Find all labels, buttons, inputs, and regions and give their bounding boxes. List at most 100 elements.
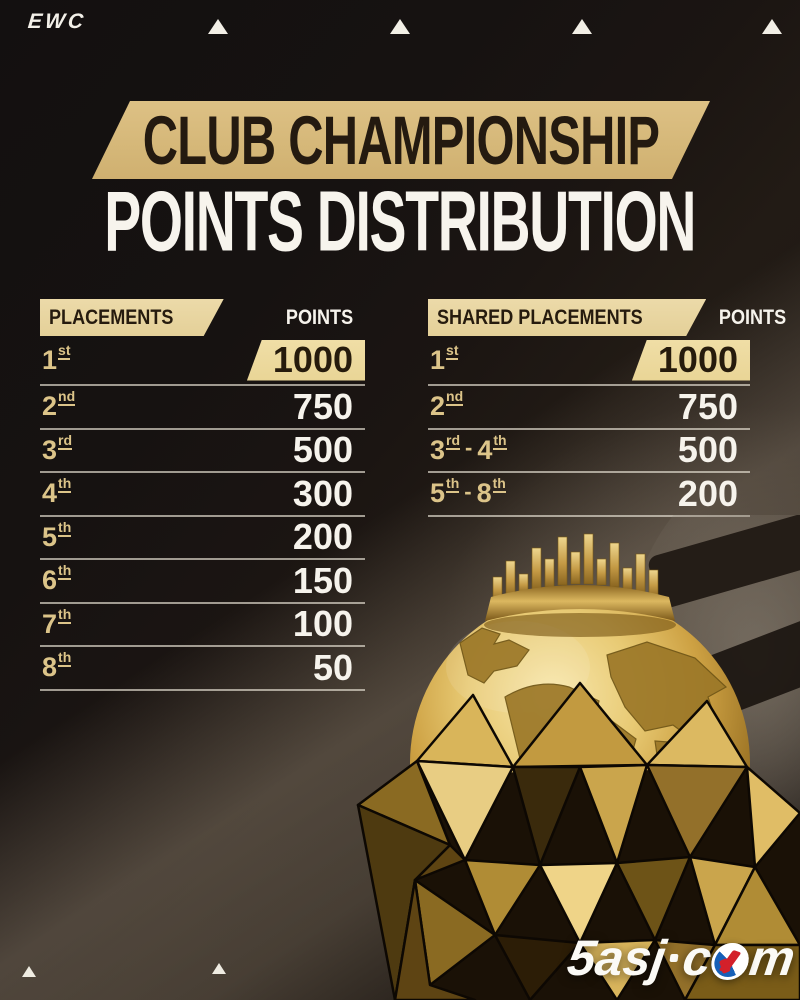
deco-triangle-icon (208, 19, 228, 34)
points-cell: 50 (312, 646, 365, 688)
range-dash: - (464, 478, 472, 504)
placement-ordinal: nd (446, 388, 464, 407)
placement-number: 4 (42, 478, 58, 509)
backdrop-beam (648, 515, 800, 608)
placements-header-label: PLACEMENTS (49, 305, 174, 329)
points-value: 1000 (657, 339, 738, 380)
points-value: 500 (292, 429, 353, 471)
deco-triangle-icon (22, 966, 36, 977)
placement-ordinal: st (58, 341, 71, 360)
placement-number: 8 (42, 652, 58, 683)
golden-globe-trophy-illustration (356, 515, 800, 1000)
placement-number: 3 (42, 434, 58, 465)
watermark: 5asj c m (564, 926, 800, 990)
points-cell: 1000 (631, 339, 750, 381)
placement-number: 2 (430, 391, 446, 422)
placement-ordinal: rd (58, 431, 73, 450)
points-cell: 200 (293, 519, 365, 555)
placement-ordinal: rd (446, 431, 461, 450)
placement-ordinal: th (58, 475, 72, 494)
points-value: 200 (677, 472, 738, 514)
points-value: 750 (677, 385, 738, 427)
watermark-text-left: 5asj (564, 930, 670, 986)
placement-number: 7 (42, 608, 58, 639)
range-dash: - (465, 435, 473, 461)
placement-ordinal: th (58, 562, 72, 581)
watermark-circle-logo-icon (709, 942, 752, 980)
placement-number: 1 (42, 344, 58, 375)
points-cell: 300 (292, 472, 365, 514)
points-cell: 750 (677, 385, 750, 427)
points-value: 150 (292, 559, 353, 601)
placement-ordinal: th (492, 475, 506, 494)
points-value: 50 (312, 646, 353, 688)
crown (484, 533, 676, 637)
placements-header-badge: PLACEMENTS (40, 299, 224, 336)
backdrop-beam (681, 594, 800, 723)
title-banner: CLUB CHAMPIONSHIP (92, 101, 710, 179)
placement-ordinal: nd (58, 388, 76, 407)
subtitle-wrap: POINTS DISTRIBUTION (0, 173, 800, 269)
points-header-label: POINTS (285, 305, 353, 329)
points-value: 300 (292, 472, 353, 514)
points-cell: 200 (677, 472, 750, 514)
points-value: 500 (677, 429, 738, 471)
placement-number: 4 (477, 434, 493, 465)
placement-ordinal: th (58, 605, 72, 624)
page-title-line2: POINTS DISTRIBUTION (104, 172, 697, 269)
deco-triangle-icon (390, 19, 410, 34)
points-cell: 1000 (246, 339, 365, 381)
placement-ordinal: th (493, 431, 507, 450)
placement-number: 1 (430, 344, 446, 375)
placements-table-header: PLACEMENTS POINTS (40, 299, 365, 336)
points-cell: 500 (678, 432, 750, 468)
page-title-line1: CLUB CHAMPIONSHIP (142, 101, 660, 179)
points-cell: 150 (292, 559, 365, 601)
placement-ordinal: th (58, 649, 72, 668)
placement-ordinal: st (446, 341, 459, 360)
placement-number: 6 (42, 565, 58, 596)
ewc-logo: EWC (26, 10, 88, 33)
points-value: 1000 (272, 339, 353, 380)
watermark-dot-icon (669, 954, 679, 962)
watermark-text-m: m (746, 930, 799, 986)
watermark-text-c: c (679, 930, 716, 986)
points-cell: 750 (293, 388, 365, 425)
points-value: 100 (292, 603, 353, 645)
points-cell: 500 (293, 432, 365, 468)
deco-triangle-icon (572, 19, 592, 34)
shared-header-badge: SHARED PLACEMENTS (428, 299, 706, 336)
placement-number: 3 (430, 434, 446, 465)
deco-triangle-icon (762, 19, 782, 34)
placement-ordinal: th (446, 475, 460, 494)
placement-ordinal: th (58, 518, 72, 537)
deco-triangle-icon (212, 963, 226, 974)
placement-number: 2 (42, 391, 58, 422)
points-value: 200 (292, 516, 353, 558)
shared-table-header: SHARED PLACEMENTS POINTS (428, 299, 786, 336)
